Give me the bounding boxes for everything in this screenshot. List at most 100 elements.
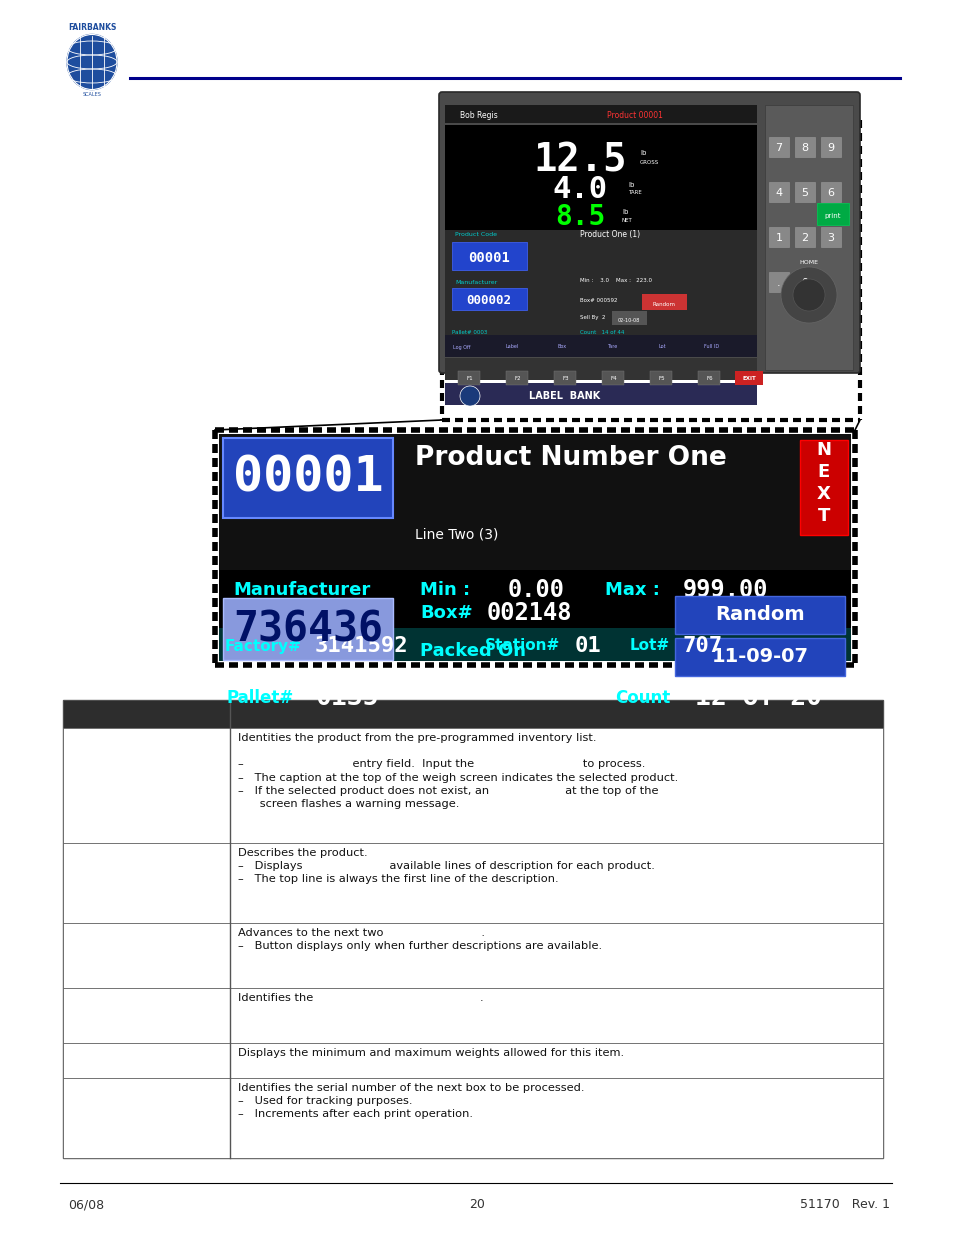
Bar [821, 137, 841, 157]
Text: Lot: Lot [658, 345, 665, 350]
Bar [649, 370, 671, 385]
Bar [821, 182, 841, 203]
Bar [219, 433, 850, 661]
Text: 8: 8 [801, 143, 808, 153]
Bar [444, 335, 757, 357]
Bar [457, 370, 479, 385]
Text: Lot#: Lot# [629, 638, 669, 653]
Text: 3141592: 3141592 [314, 636, 408, 656]
Bar [768, 227, 788, 247]
Text: Factory#: Factory# [225, 638, 301, 653]
Text: Count   14 of 44: Count 14 of 44 [579, 331, 623, 336]
Text: 3: 3 [826, 233, 834, 243]
FancyBboxPatch shape [438, 91, 859, 373]
Bar [444, 358, 757, 380]
Bar [764, 105, 852, 370]
Text: Manufacturer: Manufacturer [233, 580, 370, 599]
Text: Count: Count [615, 689, 670, 706]
Text: Product Code: Product Code [233, 450, 369, 467]
Bar [675, 638, 844, 676]
Text: Product One (1): Product One (1) [579, 231, 639, 240]
Text: 00001: 00001 [233, 454, 383, 501]
Text: Product Code: Product Code [455, 232, 497, 237]
Bar [63, 727, 882, 844]
Bar [63, 700, 882, 1158]
Text: F5: F5 [658, 377, 664, 382]
Text: 11-09-07: 11-09-07 [711, 647, 807, 667]
Bar [821, 227, 841, 247]
Text: 2: 2 [801, 233, 808, 243]
Bar [800, 440, 847, 535]
Text: F1: F1 [466, 377, 473, 382]
Text: Identities the product from the pre-programmed inventory list.

–               : Identities the product from the pre-prog… [237, 734, 678, 809]
Bar [794, 227, 814, 247]
Bar [444, 383, 757, 405]
Text: 9: 9 [826, 143, 834, 153]
Text: 1: 1 [775, 233, 781, 243]
Text: Line Two (3): Line Two (3) [415, 529, 497, 542]
Text: HOME: HOME [799, 261, 818, 266]
Bar [444, 230, 757, 340]
Bar [452, 288, 526, 310]
Text: print: print [824, 212, 841, 219]
Bar [63, 988, 882, 1044]
Text: 0.00: 0.00 [507, 578, 564, 601]
Bar [452, 242, 526, 270]
Circle shape [781, 267, 836, 324]
Text: Tare: Tare [606, 345, 617, 350]
Bar [63, 844, 882, 923]
Text: Min :    3.0    Max :   223.0: Min : 3.0 Max : 223.0 [579, 278, 651, 283]
Text: F4: F4 [610, 377, 617, 382]
Text: 002148: 002148 [486, 601, 572, 625]
Text: EXIT: EXIT [741, 377, 755, 382]
Bar [734, 370, 762, 385]
Text: TARE: TARE [627, 190, 641, 195]
Bar [794, 182, 814, 203]
Text: 51170   Rev. 1: 51170 Rev. 1 [800, 1198, 889, 1212]
Text: Box: Box [557, 345, 566, 350]
Text: F6: F6 [706, 377, 713, 382]
Text: 7: 7 [775, 143, 781, 153]
Text: Product Number One: Product Number One [415, 445, 726, 471]
Bar [768, 182, 788, 203]
Text: 000002: 000002 [466, 294, 511, 308]
Text: Random: Random [715, 605, 804, 625]
Text: Label: Label [505, 345, 518, 350]
Text: 00001: 00001 [468, 251, 510, 266]
Bar [768, 137, 788, 157]
Text: Displays the minimum and maximum weights allowed for this item.: Displays the minimum and maximum weights… [237, 1049, 623, 1058]
Bar [63, 923, 882, 988]
Text: F3: F3 [562, 377, 569, 382]
Text: 06/08: 06/08 [68, 1198, 104, 1212]
Text: Manufacturer: Manufacturer [455, 280, 497, 285]
Text: SCALES: SCALES [83, 93, 101, 98]
Text: Packed On: Packed On [419, 642, 525, 659]
Text: Min :: Min : [419, 580, 470, 599]
Text: N: N [816, 441, 831, 459]
Text: 8.5: 8.5 [555, 203, 604, 231]
Text: Bob Regis: Bob Regis [459, 110, 497, 120]
Text: lb: lb [627, 182, 634, 188]
Text: lb: lb [639, 149, 646, 156]
Text: F2: F2 [515, 377, 520, 382]
Bar [223, 438, 393, 517]
Circle shape [792, 279, 824, 311]
Text: Sell By  2: Sell By 2 [579, 315, 605, 320]
Text: LABEL  BANK: LABEL BANK [529, 391, 600, 401]
Bar [698, 370, 720, 385]
Text: X: X [816, 485, 830, 503]
Text: 20: 20 [469, 1198, 484, 1212]
Text: T: T [817, 508, 829, 525]
Ellipse shape [67, 35, 117, 89]
Text: 0: 0 [801, 278, 807, 288]
Circle shape [459, 387, 479, 406]
Text: 12 of 20: 12 of 20 [695, 685, 821, 711]
Text: 4: 4 [775, 188, 781, 198]
Text: 0135: 0135 [314, 685, 378, 711]
Text: 01: 01 [575, 636, 601, 656]
Text: FAIRBANKS: FAIRBANKS [68, 22, 116, 32]
Text: 6: 6 [826, 188, 834, 198]
Text: E: E [817, 463, 829, 480]
Bar [63, 1078, 882, 1158]
Text: Random: Random [652, 301, 675, 306]
